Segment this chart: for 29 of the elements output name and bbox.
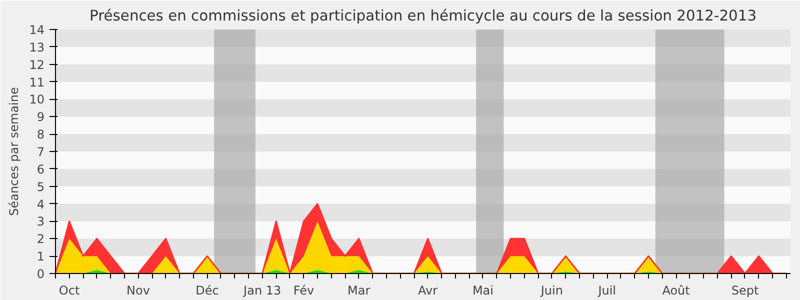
x-tick-label: Déc [196,284,219,298]
y-tick-label: 8 [36,128,45,142]
y-tick-label: 14 [29,23,45,37]
x-tick-label: Mar [348,284,370,298]
y-tick-label: 4 [36,197,45,212]
y-tick-label: 5 [36,180,45,194]
x-tick-label: Sept [731,284,759,298]
chart-title: Présences en commissions et participation en hémicycle au cours de la session 2012-2013 [89,8,757,24]
x-tick-label: Nov [126,284,150,298]
y-tick-label: 9 [36,110,45,124]
x-tick-label: Oct [58,284,80,298]
y-tick-label: 0 [36,267,45,281]
y-axis-title: Séances par semaine [7,87,22,216]
y-tick-label: 3 [36,214,45,229]
x-tick-label: Jan 13 [242,284,282,298]
y-tick-label: 10 [29,92,45,107]
y-tick-label: 13 [29,40,45,54]
y-tick-label: 7 [36,145,45,159]
y-tick-label: 2 [36,232,45,246]
x-tick-label: Fév [293,284,314,298]
x-tick-label: Juil [597,284,616,298]
x-tick-label: Mai [472,284,494,298]
x-tick-label: Août [662,284,690,298]
y-tick-label: 11 [29,75,45,90]
x-tick-label: Juin [540,284,563,298]
y-tick-label: 6 [36,162,45,176]
x-tick-label: Avr [418,284,438,298]
y-tick-label: 12 [29,58,45,72]
y-tick-label: 1 [36,250,45,264]
